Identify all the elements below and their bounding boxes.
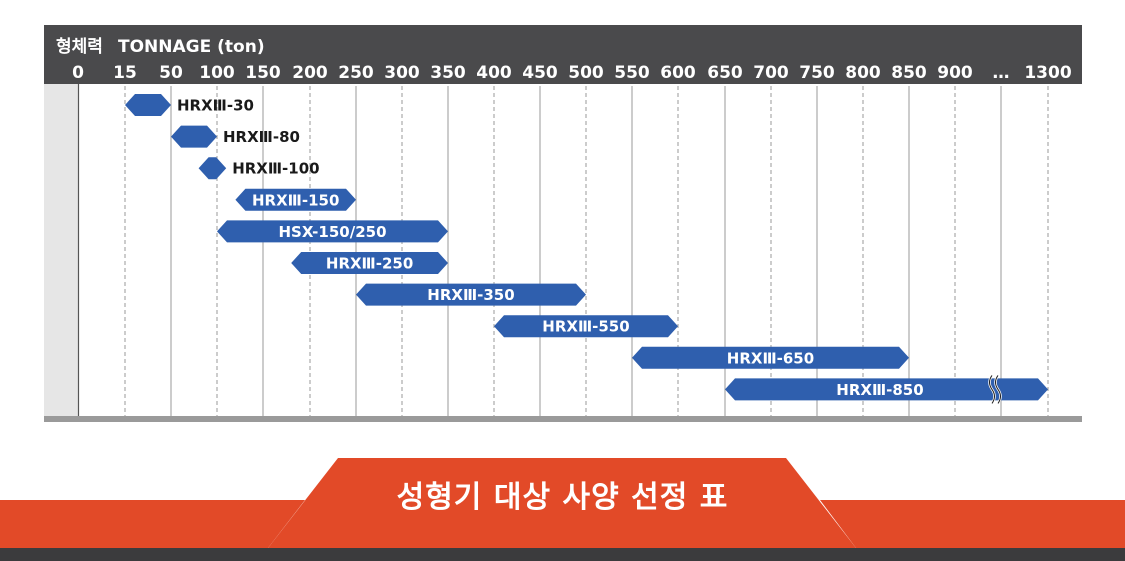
range-bar-label: HRXⅢ-350 (427, 286, 514, 304)
range-bar-label: HRXⅢ-150 (252, 191, 339, 209)
tick-label: … (993, 63, 1010, 83)
chart-left-margin (44, 84, 78, 418)
range-bars: HRXⅢ-30 HRXⅢ-80 HRXⅢ-100 HRXⅢ-150 HSX-150/25… (125, 94, 1048, 405)
tick-label: 600 (660, 63, 696, 83)
tick-label: 150 (245, 63, 281, 83)
range-bar-label: HRXⅢ-550 (542, 318, 629, 336)
tick-label: 650 (707, 63, 743, 83)
range-bar (125, 94, 171, 116)
axis-break-outline (989, 375, 995, 404)
tick-label: 750 (799, 63, 835, 83)
title-banner (0, 458, 1125, 561)
tick-label: 15 (113, 63, 137, 83)
tick-label: 50 (159, 63, 183, 83)
tick-label: 350 (430, 63, 466, 83)
range-bar (632, 346, 909, 369)
range-bar (198, 157, 227, 180)
tick-label: 550 (614, 63, 650, 83)
range-bar-label: HRXⅢ-250 (326, 255, 413, 273)
header-korean-label: 형체력 (56, 36, 103, 57)
banner-right-stripe (820, 500, 1125, 548)
chart-header-background (44, 25, 1082, 84)
range-bar-label: HRXⅢ-30 (177, 97, 254, 115)
tick-label: 850 (891, 63, 927, 83)
header-english-label: TONNAGE (ton) (118, 37, 265, 57)
range-bar-label: HRXⅢ-80 (223, 128, 300, 146)
range-bar (725, 378, 1048, 401)
range-bar (171, 125, 217, 148)
tick-label: 1300 (1024, 63, 1071, 83)
range-bar-label: HSX-150/250 (278, 223, 386, 241)
range-bar (291, 252, 448, 274)
range-bar (494, 315, 678, 338)
chart-baseline (44, 416, 1082, 422)
tick-label: 800 (845, 63, 881, 83)
tick-label: 250 (338, 63, 374, 83)
range-bar-label: HRXⅢ-650 (727, 349, 814, 367)
banner-bottom-band (0, 548, 1125, 561)
range-bar-label: HRXⅢ-850 (836, 381, 923, 399)
tick-label: 0 (72, 63, 84, 83)
tick-label: 100 (199, 63, 235, 83)
tick-label: 500 (568, 63, 604, 83)
range-bar (235, 188, 356, 211)
banner-center-tab (268, 458, 856, 548)
axis-tick-labels: 0 15 50 100 150 200 250 300 350 400 450 500 550 600 65… (72, 63, 1072, 83)
range-bar-label: HRXⅢ-100 (232, 160, 319, 178)
tick-label: 700 (753, 63, 789, 83)
tick-label: 200 (292, 63, 328, 83)
tick-label: 900 (937, 63, 973, 83)
range-bar (217, 220, 448, 243)
banner-left-stripe (0, 500, 305, 548)
banner-title: 성형기 대상 사양 선정 표 (396, 480, 729, 515)
tick-label: 450 (522, 63, 558, 83)
axis-break-outline (995, 375, 1001, 404)
tick-label: 300 (384, 63, 420, 83)
tick-label: 400 (476, 63, 512, 83)
range-bar (356, 283, 586, 306)
